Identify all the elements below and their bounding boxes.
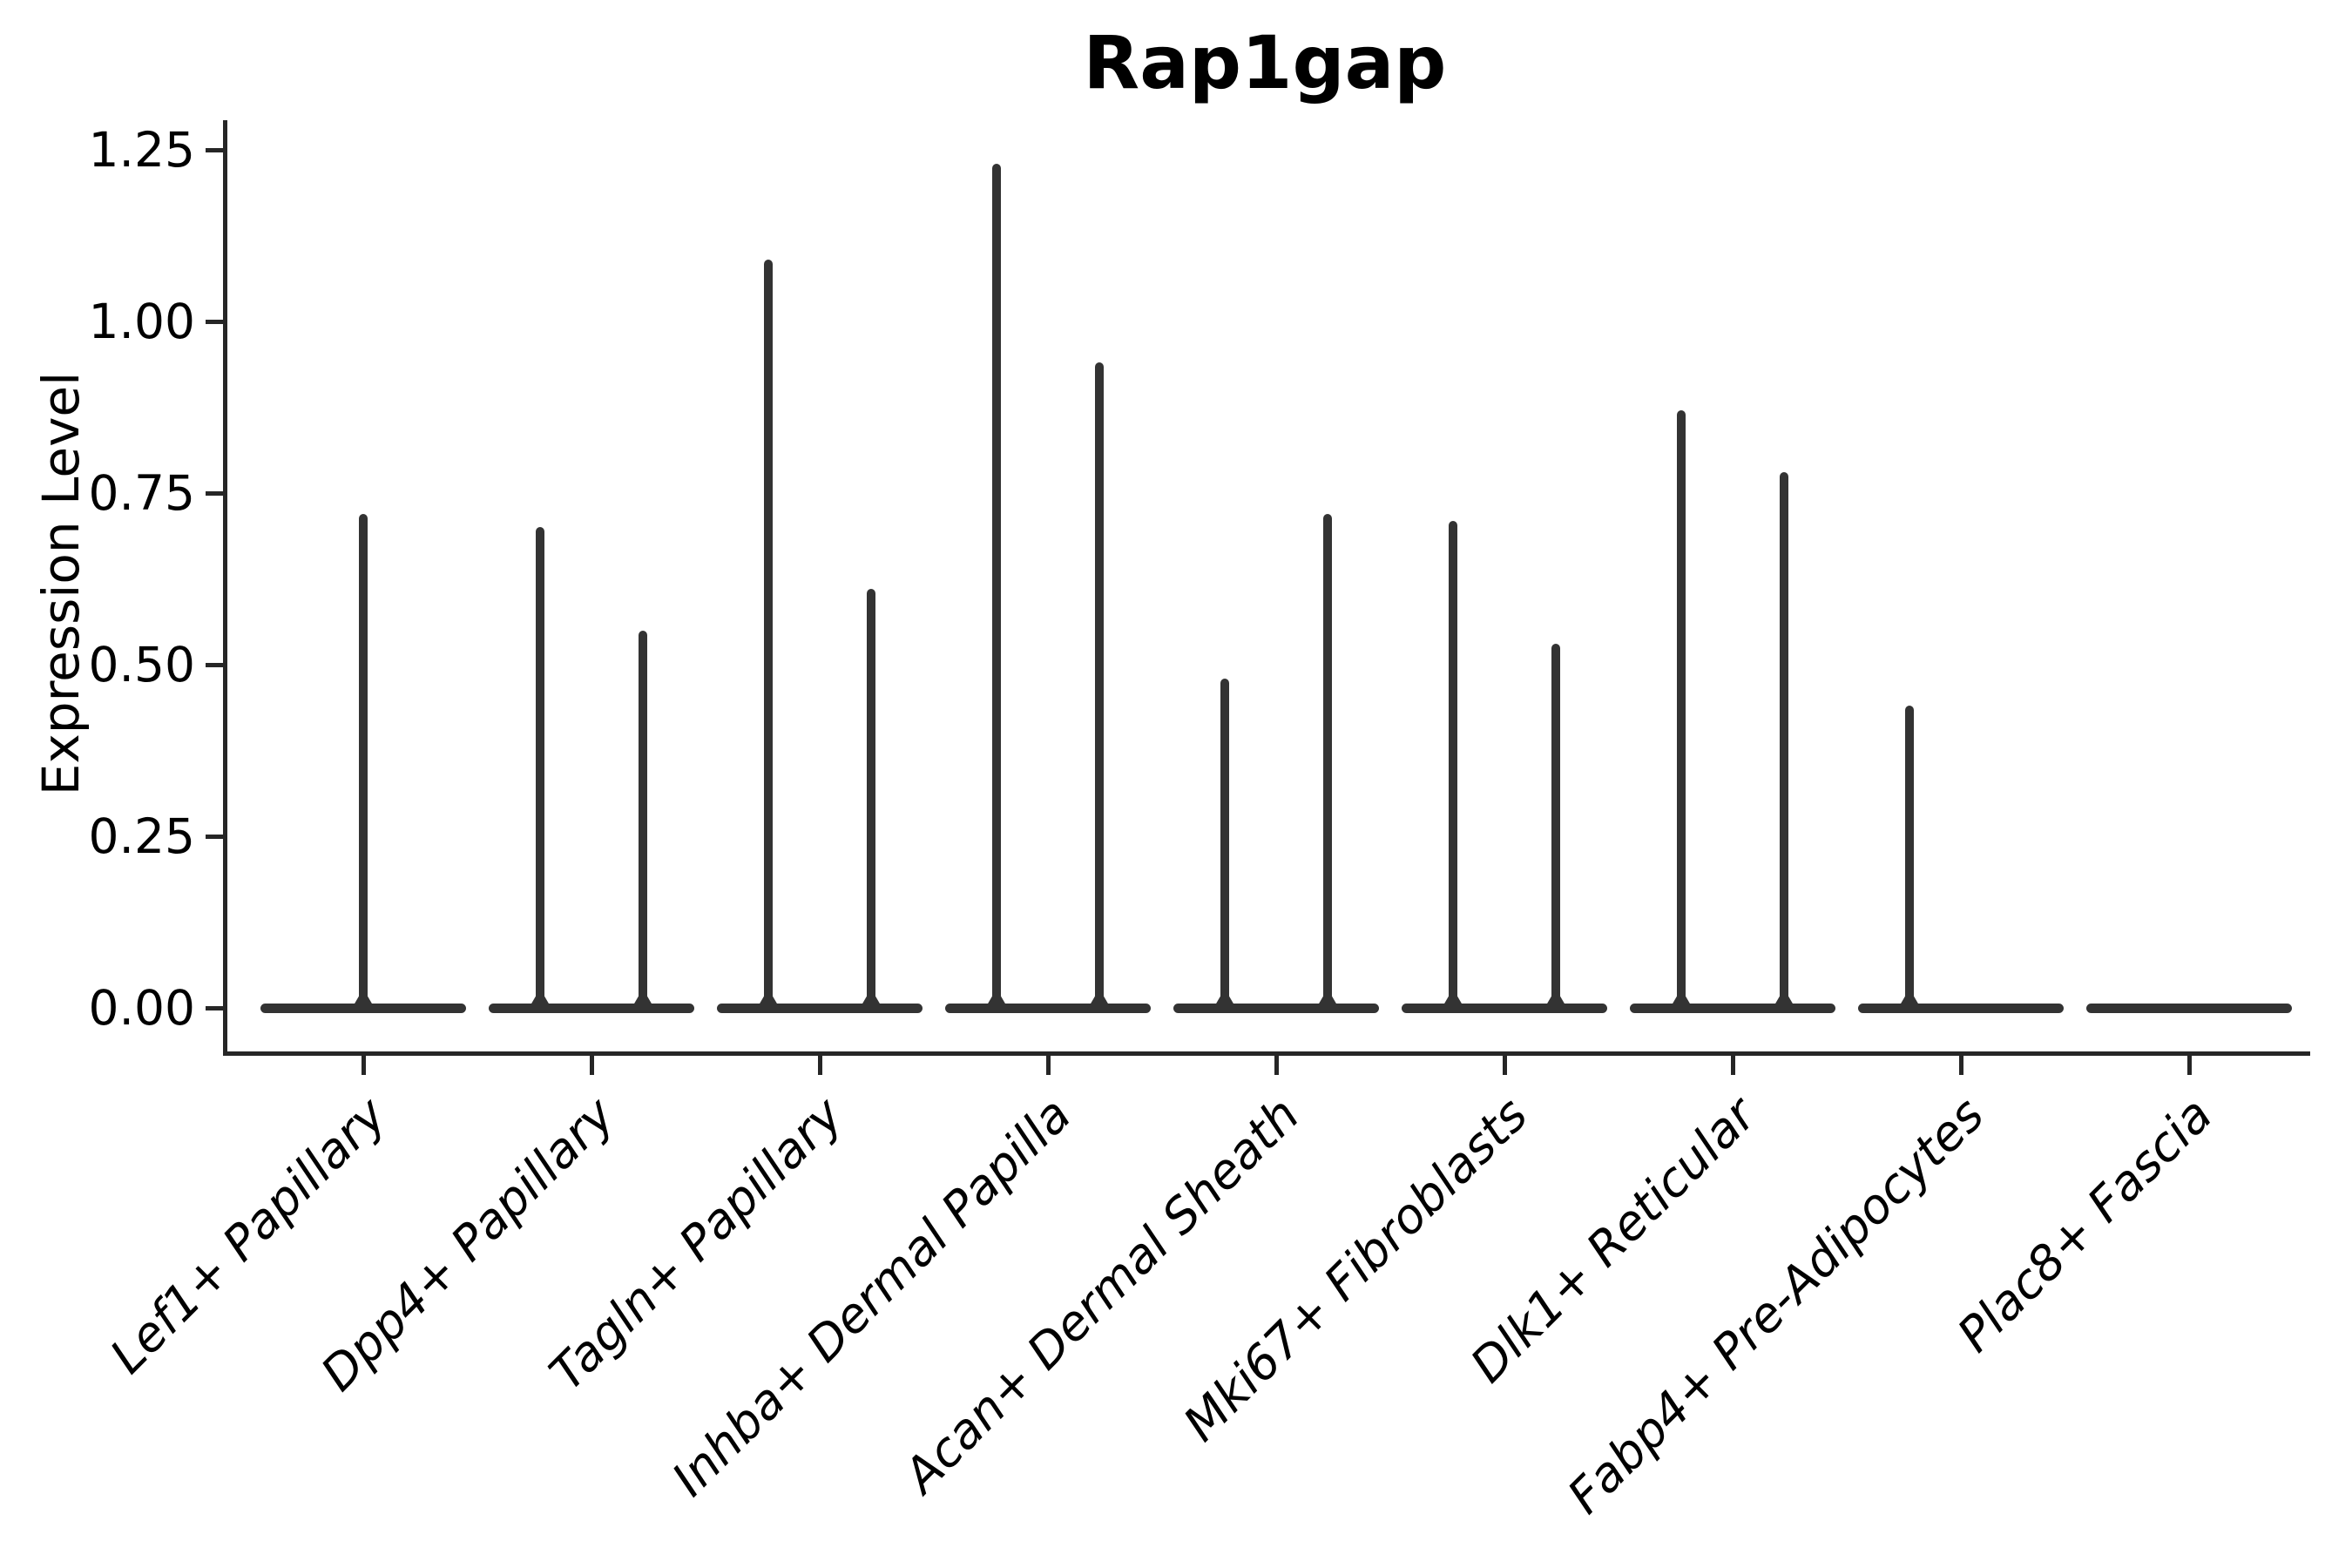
violin-baseline bbox=[717, 1003, 923, 1013]
violin-spike bbox=[1905, 706, 1914, 1010]
y-axis-label: Expression Level bbox=[31, 371, 91, 796]
y-tick-mark bbox=[206, 490, 223, 496]
violin-spike bbox=[1449, 520, 1457, 1010]
violin-baseline bbox=[1858, 1003, 2064, 1013]
violin-spike bbox=[992, 163, 1001, 1010]
violin-spike-base-flare bbox=[859, 989, 883, 1010]
violin-spike-base-flare bbox=[1087, 989, 1112, 1010]
x-tick-mark bbox=[589, 1056, 594, 1075]
x-tick-mark bbox=[361, 1056, 366, 1075]
y-tick-label: 0.25 bbox=[88, 808, 195, 864]
violin-spike-base-flare bbox=[1669, 989, 1693, 1010]
x-axis-spine bbox=[223, 1051, 2310, 1056]
y-tick-mark bbox=[206, 1005, 223, 1010]
violin-spike bbox=[1551, 644, 1560, 1010]
violin-spike-base-flare bbox=[1213, 989, 1237, 1010]
y-tick-mark bbox=[206, 147, 223, 152]
x-tick-mark bbox=[1502, 1056, 1507, 1075]
y-tick-label: 0.75 bbox=[88, 465, 195, 521]
violin-spike bbox=[867, 589, 875, 1010]
violin-spike-base-flare bbox=[1315, 989, 1340, 1010]
violin-spike-base-flare bbox=[1772, 989, 1796, 1010]
violin-spike-base-flare bbox=[1441, 989, 1465, 1010]
violin-baseline bbox=[945, 1003, 1151, 1013]
x-tick-mark bbox=[1958, 1056, 1963, 1075]
y-axis-spine bbox=[223, 120, 227, 1056]
violin-spike bbox=[1220, 678, 1229, 1010]
violin-spike bbox=[764, 260, 773, 1010]
violin-baseline bbox=[489, 1003, 694, 1013]
x-tick-mark bbox=[1730, 1056, 1735, 1075]
violin-baseline bbox=[1630, 1003, 1835, 1013]
violin-spike-base-flare bbox=[631, 989, 655, 1010]
violin-spike bbox=[1677, 410, 1686, 1010]
violin-spike-base-flare bbox=[528, 989, 552, 1010]
violin-spike bbox=[1095, 362, 1104, 1010]
y-tick-label: 1.00 bbox=[88, 294, 195, 349]
violin-baseline bbox=[1173, 1003, 1379, 1013]
violin-spike bbox=[639, 630, 647, 1010]
violin-spike bbox=[1323, 513, 1332, 1010]
violin-spike-base-flare bbox=[1544, 989, 1568, 1010]
violin-baseline bbox=[1402, 1003, 1607, 1013]
x-tick-mark bbox=[2186, 1056, 2192, 1075]
y-tick-label: 0.50 bbox=[88, 637, 195, 693]
chart-title: Rap1gap bbox=[1083, 20, 1447, 105]
violin-spike-base-flare bbox=[1897, 989, 1922, 1010]
y-tick-mark bbox=[206, 662, 223, 667]
x-tick-mark bbox=[1045, 1056, 1051, 1075]
violin-spike-base-flare bbox=[351, 989, 375, 1010]
violin-spike-base-flare bbox=[756, 989, 781, 1010]
x-tick-mark bbox=[817, 1056, 822, 1075]
y-tick-mark bbox=[206, 319, 223, 324]
y-tick-mark bbox=[206, 834, 223, 839]
y-tick-label: 1.25 bbox=[88, 122, 195, 178]
violin-spike bbox=[359, 513, 368, 1010]
x-tick-mark bbox=[1274, 1056, 1279, 1075]
violin-spike bbox=[536, 527, 544, 1010]
violin-spike bbox=[1780, 472, 1788, 1010]
violin-baseline bbox=[2086, 1003, 2292, 1013]
violin-spike-base-flare bbox=[984, 989, 1009, 1010]
y-tick-label: 0.00 bbox=[88, 980, 195, 1036]
